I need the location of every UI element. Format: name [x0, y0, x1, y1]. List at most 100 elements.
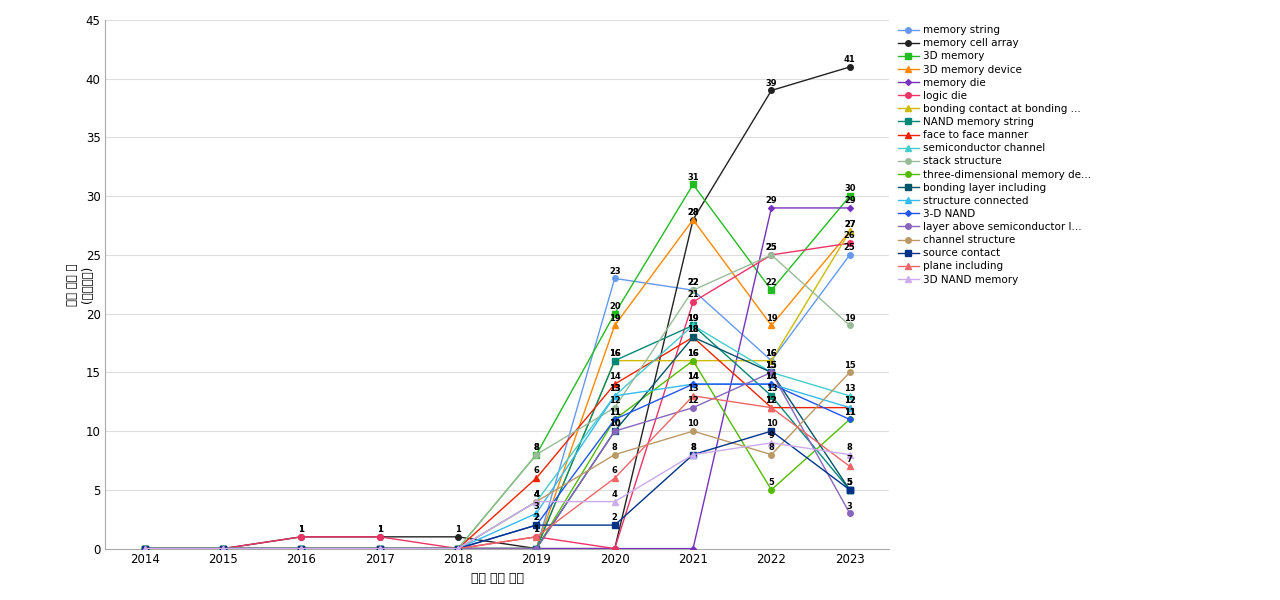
- memory string: [215, 545, 230, 552]
- logic die: [764, 251, 780, 259]
- Line: 3D NAND memory: 3D NAND memory: [141, 439, 854, 552]
- 3D NAND memory: [451, 545, 466, 552]
- memory cell array: [137, 545, 152, 552]
- Text: 20: 20: [609, 302, 621, 311]
- Y-axis label: 특허 등재 수
(누적기준): 특허 등재 수 (누적기준): [67, 263, 95, 305]
- plane including: [529, 533, 544, 541]
- 3-D NAND: [137, 545, 152, 552]
- stack structure: [372, 545, 388, 552]
- Text: 14: 14: [765, 373, 777, 382]
- three-dimensional memory de...: [764, 486, 780, 493]
- Text: 19: 19: [687, 314, 699, 323]
- Text: 11: 11: [844, 407, 855, 416]
- Text: 25: 25: [765, 243, 777, 252]
- Line: logic die: logic die: [142, 241, 852, 551]
- Text: 11: 11: [609, 407, 621, 416]
- channel structure: [451, 545, 466, 552]
- Text: 1: 1: [376, 525, 383, 534]
- X-axis label: 특허 발행 연도: 특허 발행 연도: [471, 572, 524, 585]
- semiconductor channel: [137, 545, 152, 552]
- layer above semiconductor l...: [293, 545, 308, 552]
- channel structure: [372, 545, 388, 552]
- layer above semiconductor l...: [764, 369, 780, 376]
- three-dimensional memory de...: [451, 545, 466, 552]
- Text: 29: 29: [844, 196, 855, 205]
- Text: 1: 1: [534, 525, 539, 534]
- Text: 5: 5: [847, 478, 852, 487]
- Text: 5: 5: [768, 478, 774, 487]
- 3D NAND memory: [685, 451, 700, 458]
- Text: 8: 8: [612, 443, 617, 452]
- layer above semiconductor l...: [685, 404, 700, 411]
- Text: 11: 11: [844, 407, 855, 416]
- 3-D NAND: [529, 521, 544, 529]
- bonding layer including: [372, 545, 388, 552]
- Text: 3: 3: [534, 502, 539, 511]
- 3-D NAND: [372, 545, 388, 552]
- face to face manner: [215, 545, 230, 552]
- Line: layer above semiconductor l...: layer above semiconductor l...: [142, 370, 852, 551]
- bonding contact at bonding ...: [137, 545, 152, 552]
- Text: 22: 22: [687, 278, 699, 287]
- NAND memory string: [685, 322, 700, 329]
- Text: 19: 19: [844, 314, 855, 323]
- memory string: [137, 545, 152, 552]
- channel structure: [137, 545, 152, 552]
- logic die: [529, 533, 544, 541]
- Text: 10: 10: [765, 419, 777, 428]
- Text: 23: 23: [609, 266, 621, 275]
- 3-D NAND: [293, 545, 308, 552]
- Text: 13: 13: [687, 384, 699, 393]
- stack structure: [293, 545, 308, 552]
- semiconductor channel: [685, 322, 700, 329]
- Text: 1: 1: [456, 525, 461, 534]
- Text: 19: 19: [609, 314, 621, 323]
- memory string: [372, 545, 388, 552]
- Text: 12: 12: [609, 396, 621, 405]
- semiconductor channel: [529, 498, 544, 505]
- memory die: [293, 545, 308, 552]
- semiconductor channel: [842, 392, 858, 400]
- bonding layer including: [685, 334, 700, 341]
- channel structure: [842, 369, 858, 376]
- NAND memory string: [842, 486, 858, 493]
- Text: 2: 2: [534, 514, 539, 523]
- stack structure: [137, 545, 152, 552]
- Text: 8: 8: [690, 443, 696, 452]
- 3D memory: [293, 545, 308, 552]
- NAND memory string: [451, 545, 466, 552]
- semiconductor channel: [607, 392, 622, 400]
- structure connected: [372, 545, 388, 552]
- 3-D NAND: [685, 380, 700, 388]
- stack structure: [685, 287, 700, 294]
- Text: 41: 41: [844, 55, 855, 64]
- source contact: [529, 521, 544, 529]
- bonding contact at bonding ...: [372, 545, 388, 552]
- Text: 15: 15: [765, 361, 777, 370]
- plane including: [607, 475, 622, 482]
- 3D NAND memory: [372, 545, 388, 552]
- Text: 14: 14: [687, 373, 699, 382]
- 3D memory: [764, 287, 780, 294]
- Line: memory die: memory die: [142, 206, 851, 551]
- 3D NAND memory: [293, 545, 308, 552]
- structure connected: [451, 545, 466, 552]
- Text: 8: 8: [847, 443, 852, 452]
- Text: 13: 13: [609, 384, 621, 393]
- bonding contact at bonding ...: [215, 545, 230, 552]
- memory cell array: [685, 216, 700, 223]
- NAND memory string: [215, 545, 230, 552]
- Text: 14: 14: [765, 373, 777, 382]
- 3D memory device: [685, 216, 700, 223]
- logic die: [607, 545, 622, 552]
- source contact: [842, 486, 858, 493]
- Line: 3-D NAND: 3-D NAND: [142, 382, 851, 551]
- three-dimensional memory de...: [529, 545, 544, 552]
- source contact: [293, 545, 308, 552]
- Text: 31: 31: [687, 173, 699, 182]
- 3-D NAND: [215, 545, 230, 552]
- channel structure: [215, 545, 230, 552]
- Line: 3D memory device: 3D memory device: [141, 216, 854, 552]
- Line: plane including: plane including: [141, 392, 854, 552]
- memory string: [685, 287, 700, 294]
